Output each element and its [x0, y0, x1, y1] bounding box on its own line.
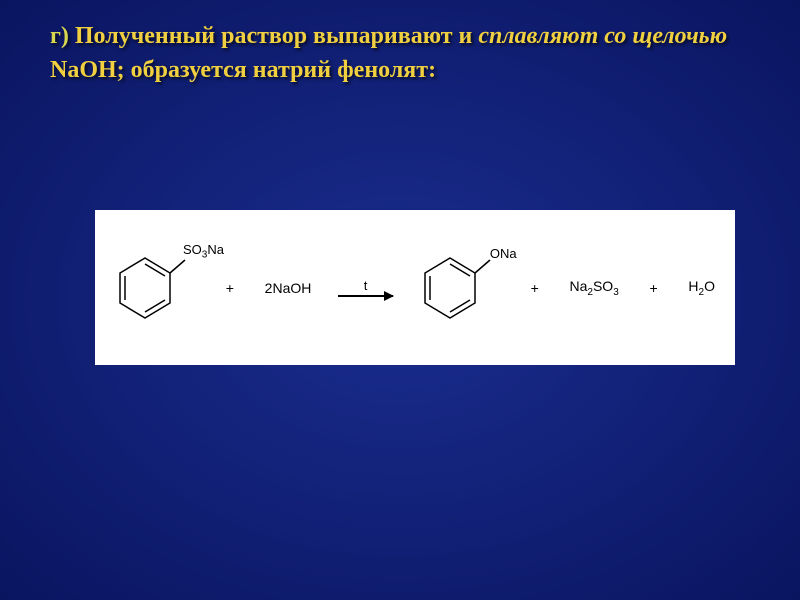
reactant-substituent: SO3Na — [183, 242, 224, 261]
arrow-icon — [338, 295, 393, 297]
arrow-label: t — [364, 278, 368, 293]
product-na2so3: Na2SO3 — [569, 278, 618, 298]
slide-heading: г) Полученный раствор выпаривают и сплав… — [0, 0, 800, 97]
heading-part1: Полученный раствор выпаривают и — [69, 23, 478, 49]
benzene-ring-icon — [420, 238, 500, 338]
heading-italic: сплавляют со щелочью — [478, 23, 727, 49]
plus-sign: + — [226, 280, 234, 296]
heading-item-label: г) — [50, 23, 69, 49]
product-substituent: ONa — [490, 246, 517, 261]
plus-sign: + — [649, 280, 657, 296]
product-benzene: ONa — [420, 238, 500, 338]
plus-sign: + — [531, 280, 539, 296]
reaction-arrow: t — [338, 278, 393, 297]
reaction-content: SO3Na + 2NaOH t ONa + — [95, 238, 735, 338]
heading-part2: NaOH; образуется натрий фенолят: — [50, 57, 436, 83]
reaction-diagram: SO3Na + 2NaOH t ONa + — [95, 210, 735, 365]
reactant-benzene: SO3Na — [115, 238, 195, 338]
reagent-naoh: 2NaOH — [265, 280, 312, 296]
product-h2o: H2O — [688, 278, 715, 298]
